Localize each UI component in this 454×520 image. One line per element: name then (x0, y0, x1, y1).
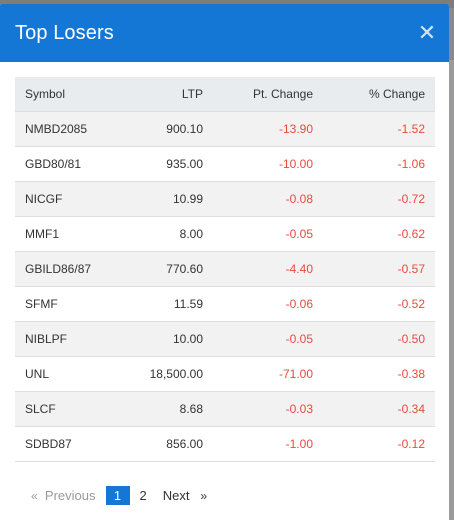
cell-pct-change: -0.52 (323, 285, 435, 321)
next-label: Next (162, 487, 190, 503)
cell-ltp: 935.00 (127, 145, 213, 181)
cell-ltp: 900.10 (127, 110, 213, 146)
top-losers-modal: Top Losers ✕ Symbol LTP Pt. Change % Cha… (0, 4, 449, 520)
cell-ltp: 11.59 (127, 285, 213, 321)
cell-pct-change: -0.50 (323, 320, 435, 356)
cell-pt-change: -13.90 (213, 110, 323, 146)
table-row[interactable]: GBD80/81 935.00 -10.00 -1.06 (15, 145, 435, 181)
cell-pt-change: -71.00 (213, 355, 323, 391)
table-row[interactable]: UNL 18,500.00 -71.00 -0.38 (15, 355, 435, 391)
cell-pct-change: -1.52 (323, 110, 435, 146)
cell-pct-change: -0.62 (323, 215, 435, 251)
cell-pt-change: -0.05 (213, 215, 323, 251)
table-row[interactable]: SDBD87 856.00 -1.00 -0.12 (15, 425, 435, 462)
cell-ltp: 18,500.00 (127, 355, 213, 391)
previous-label: Previous (44, 487, 96, 503)
cell-symbol: MMF1 (15, 215, 127, 251)
cell-symbol: SDBD87 (15, 425, 127, 462)
cell-pt-change: -0.06 (213, 285, 323, 321)
cell-pt-change: -0.08 (213, 180, 323, 216)
cell-symbol: NICGF (15, 180, 127, 216)
modal-header: Top Losers ✕ (0, 4, 449, 62)
cell-pct-change: -1.06 (323, 145, 435, 181)
cell-pct-change: -0.38 (323, 355, 435, 391)
top-losers-table: Symbol LTP Pt. Change % Change NMBD2085 … (15, 77, 435, 462)
pagination: « Previous 1 2 Next » (25, 485, 434, 505)
close-icon[interactable]: ✕ (417, 20, 437, 45)
table-row[interactable]: GBILD86/87 770.60 -4.40 -0.57 (15, 250, 435, 286)
header-ltp[interactable]: LTP (181, 86, 203, 101)
chevron-double-left-icon: « (31, 488, 38, 503)
modal-body: Symbol LTP Pt. Change % Change NMBD2085 … (0, 62, 449, 505)
cell-pt-change: -0.05 (213, 320, 323, 356)
cell-ltp: 10.99 (127, 180, 213, 216)
next-page-button[interactable]: Next » (157, 486, 213, 505)
cell-symbol: GBD80/81 (15, 145, 127, 181)
table-row[interactable]: NMBD2085 900.10 -13.90 -1.52 (15, 110, 435, 146)
cell-symbol: NIBLPF (15, 320, 127, 356)
cell-symbol: SLCF (15, 390, 127, 426)
modal-title: Top Losers (15, 21, 114, 44)
table-row[interactable]: NICGF 10.99 -0.08 -0.72 (15, 180, 435, 216)
cell-pct-change: -0.57 (323, 250, 435, 286)
cell-pt-change: -4.40 (213, 250, 323, 286)
table-row[interactable]: SFMF 11.59 -0.06 -0.52 (15, 285, 435, 321)
cell-pct-change: -0.12 (323, 425, 435, 462)
chevron-double-right-icon: » (200, 488, 207, 503)
page-backdrop-edge (448, 60, 454, 520)
page-2-button[interactable]: 2 (139, 487, 147, 503)
cell-pct-change: -0.34 (323, 390, 435, 426)
previous-page-button: « Previous (25, 486, 102, 505)
cell-ltp: 770.60 (127, 250, 213, 286)
cell-pt-change: -1.00 (213, 425, 323, 462)
table-row[interactable]: SLCF 8.68 -0.03 -0.34 (15, 390, 435, 426)
cell-symbol: NMBD2085 (15, 110, 127, 146)
cell-pt-change: -0.03 (213, 390, 323, 426)
cell-ltp: 856.00 (127, 425, 213, 462)
cell-symbol: SFMF (15, 285, 127, 321)
cell-ltp: 10.00 (127, 320, 213, 356)
cell-ltp: 8.68 (127, 390, 213, 426)
cell-symbol: UNL (15, 355, 127, 391)
table-body: NMBD2085 900.10 -13.90 -1.52 GBD80/81 93… (15, 110, 435, 462)
cell-symbol: GBILD86/87 (15, 250, 127, 286)
cell-ltp: 8.00 (127, 215, 213, 251)
table-header-row: Symbol LTP Pt. Change % Change (15, 77, 435, 111)
header-symbol[interactable]: Symbol (25, 86, 66, 101)
cell-pt-change: -10.00 (213, 145, 323, 181)
cell-pct-change: -0.72 (323, 180, 435, 216)
header-pt-change[interactable]: Pt. Change (252, 86, 313, 101)
header-pct-change[interactable]: % Change (368, 86, 425, 101)
table-row[interactable]: MMF1 8.00 -0.05 -0.62 (15, 215, 435, 251)
table-row[interactable]: NIBLPF 10.00 -0.05 -0.50 (15, 320, 435, 356)
page-1-button[interactable]: 1 (105, 485, 130, 505)
